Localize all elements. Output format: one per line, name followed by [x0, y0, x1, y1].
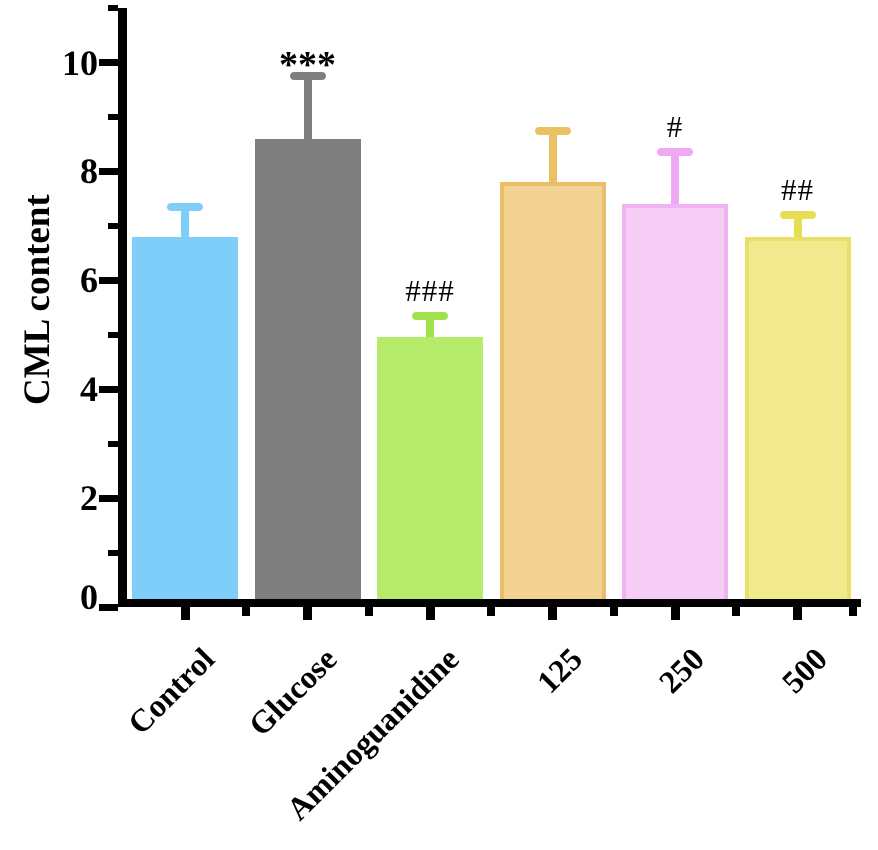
bar [499, 182, 606, 603]
bar [132, 236, 238, 603]
y-tick-minor [108, 222, 118, 229]
significance-annotation: ## [781, 171, 814, 207]
y-tick-major [99, 494, 118, 502]
x-tick-minor [487, 607, 496, 616]
x-tick-minor [849, 607, 857, 616]
significance-annotation: *** [279, 44, 336, 87]
x-tick-major [180, 607, 190, 620]
y-tick-minor [108, 331, 118, 338]
x-tick-minor [364, 607, 373, 616]
x-tick-major [425, 607, 435, 620]
error-bar-cap [534, 126, 571, 135]
y-tick-major [99, 385, 118, 393]
y-tick-label: 10 [62, 42, 98, 83]
y-tick-major [99, 603, 118, 611]
x-tick-major [793, 607, 802, 620]
x-tick-minor [732, 607, 741, 616]
y-tick-label: 0 [80, 577, 98, 617]
significance-annotation: ### [405, 272, 455, 308]
error-bar-stem [671, 152, 679, 209]
x-tick-major [670, 607, 680, 620]
error-bar-stem [303, 76, 312, 143]
x-category-label: 125 [529, 640, 589, 700]
error-bar-cap [657, 148, 693, 157]
x-category-label: Control [120, 640, 222, 742]
y-tick-minor [108, 440, 118, 447]
y-tick-minor [108, 113, 118, 120]
x-category-label: 500 [774, 640, 834, 700]
x-tick-major [548, 607, 557, 620]
error-bar-stem [181, 206, 189, 241]
y-tick-label: 6 [80, 260, 98, 301]
x-category-label: Glucose [241, 640, 344, 743]
bar [622, 204, 728, 603]
y-tick-minor [108, 549, 118, 556]
y-axis-line [118, 8, 127, 607]
error-bar-cap [167, 202, 203, 211]
y-tick-minor [108, 5, 118, 12]
error-bar-stem [793, 214, 802, 241]
error-bar-stem [548, 130, 557, 187]
bar [254, 138, 361, 603]
significance-annotation: # [666, 109, 684, 145]
bar [377, 337, 483, 603]
x-axis-line [118, 599, 861, 607]
x-tick-minor [242, 607, 251, 616]
y-tick-major [99, 167, 118, 175]
x-tick-major [303, 607, 312, 620]
error-bar-cap [779, 210, 816, 219]
y-tick-major [99, 59, 118, 66]
x-tick-minor [609, 607, 618, 616]
y-tick-label: 4 [80, 369, 98, 410]
error-bar-cap [289, 72, 326, 81]
y-tick-label: 8 [80, 151, 98, 192]
bar [744, 236, 851, 603]
y-tick-label: 2 [80, 478, 98, 519]
y-tick-major [99, 276, 118, 284]
error-bar-stem [426, 315, 434, 342]
error-bar-cap [412, 311, 448, 320]
x-category-label: 250 [651, 640, 712, 700]
